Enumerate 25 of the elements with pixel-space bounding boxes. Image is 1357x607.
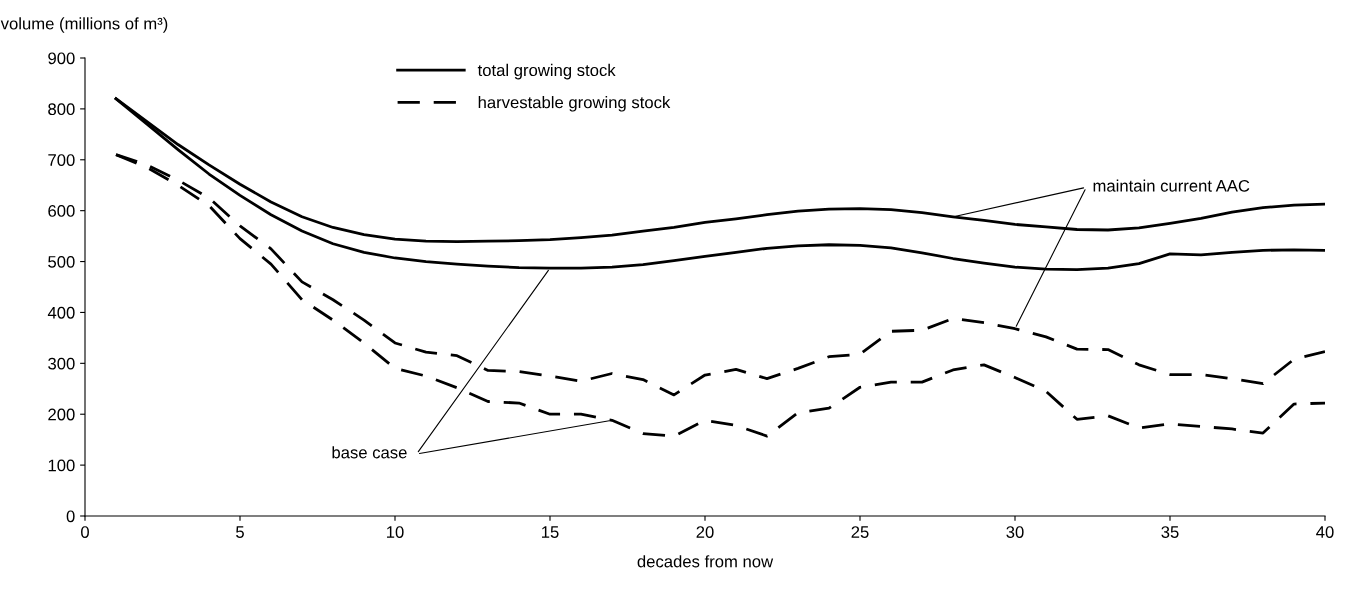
x-tick-label: 10: [387, 526, 404, 538]
annotation: base case: [332, 446, 407, 459]
annotation: maintain current AAC: [1093, 179, 1250, 192]
x-tick-label: 0: [81, 526, 89, 538]
y-tick-label: 700: [48, 154, 75, 166]
y-tick-label: 400: [47, 306, 75, 319]
x-tick-label: 20: [696, 526, 714, 538]
x-tick-label: 35: [1161, 526, 1179, 538]
x-tick-label: 40: [1316, 526, 1334, 538]
x-tick-label: 15: [542, 526, 559, 538]
y-axis-title: volume (millions of m³): [0, 17, 168, 33]
legend-label: total growing stock: [477, 63, 616, 80]
y-tick-label: 200: [48, 408, 75, 421]
x-tick-label: 30: [1006, 526, 1024, 538]
legend-label: harvestable growing stock: [478, 96, 671, 112]
y-tick-label: 900: [48, 52, 75, 65]
y-tick-label: 0: [66, 510, 75, 523]
x-axis-title: decades from now: [637, 555, 774, 568]
y-tick-label: 800: [48, 103, 75, 116]
y-tick-label: 600: [48, 205, 75, 217]
y-tick-label: 300: [48, 357, 75, 370]
y-tick-label: 100: [48, 459, 75, 472]
x-tick-label: 25: [851, 526, 869, 538]
y-tick-label: 500: [48, 255, 75, 268]
x-tick-label: 5: [236, 526, 244, 538]
